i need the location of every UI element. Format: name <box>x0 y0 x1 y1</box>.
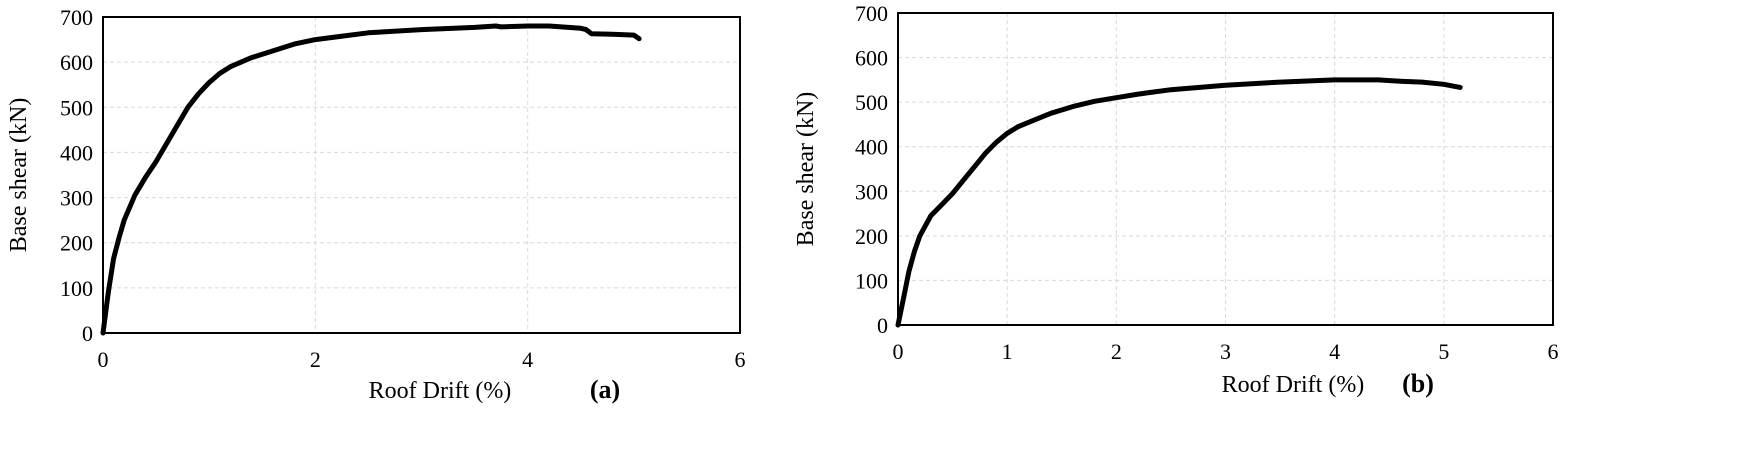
curve-b <box>895 77 1463 328</box>
chart-panel-b: 0 100 200 300 400 500 600 700 0 1 2 3 4 5 6 Roof Drif… <box>793 1 1559 398</box>
y-axis-label-a: Base shear (kN) <box>6 98 32 253</box>
y-axis-label-b: Base shear (kN) <box>793 92 819 247</box>
y-ticks-b: 0 100 200 300 400 500 600 700 <box>855 1 888 338</box>
panel-label-b: (b) <box>1402 369 1434 398</box>
y-tick-label-a: 200 <box>60 231 93 256</box>
x-ticks-b: 0 1 2 3 4 5 6 <box>893 339 1559 364</box>
x-tick-label-a: 2 <box>310 347 321 372</box>
y-tick-label-a: 700 <box>60 5 93 30</box>
y-tick-label-b: 600 <box>855 46 888 71</box>
plot-frame-a <box>102 16 741 334</box>
plot-frame-b <box>897 12 1554 326</box>
grid-b <box>898 13 1553 325</box>
grid-a <box>103 17 740 333</box>
y-tick-label-a: 100 <box>60 276 93 301</box>
chart-panel-a: 0 100 200 300 400 500 600 700 0 2 4 6 Roof Drift (… <box>6 5 746 404</box>
y-ticks-a: 0 100 200 300 400 500 600 700 <box>60 5 93 346</box>
y-tick-label-b: 700 <box>855 1 888 26</box>
y-tick-label-b: 100 <box>855 268 888 293</box>
y-tick-label-a: 300 <box>60 186 93 211</box>
x-tick-label-b: 2 <box>1111 339 1122 364</box>
x-tick-label-a: 6 <box>735 347 746 372</box>
x-tick-label-b: 0 <box>893 339 904 364</box>
panel-label-a: (a) <box>590 375 620 404</box>
y-tick-label-b: 500 <box>855 90 888 115</box>
x-tick-label-b: 6 <box>1548 339 1559 364</box>
x-axis-label-a: Roof Drift (%) <box>369 378 512 404</box>
curve-a <box>100 23 642 336</box>
x-tick-label-b: 5 <box>1438 339 1449 364</box>
x-tick-label-b: 4 <box>1329 339 1340 364</box>
y-tick-label-b: 400 <box>855 135 888 160</box>
y-tick-label-a: 400 <box>60 140 93 165</box>
y-tick-label-b: 0 <box>877 313 888 338</box>
x-ticks-a: 0 2 4 6 <box>98 347 746 372</box>
x-tick-label-b: 1 <box>1002 339 1013 364</box>
x-tick-label-a: 4 <box>522 347 533 372</box>
y-tick-label-b: 200 <box>855 224 888 249</box>
y-tick-label-a: 500 <box>60 95 93 120</box>
y-tick-label-a: 0 <box>82 321 93 346</box>
x-axis-label-b: Roof Drift (%) <box>1222 372 1365 398</box>
x-tick-label-a: 0 <box>98 347 109 372</box>
x-tick-label-b: 3 <box>1220 339 1231 364</box>
y-tick-label-a: 600 <box>60 50 93 75</box>
y-tick-label-b: 300 <box>855 179 888 204</box>
